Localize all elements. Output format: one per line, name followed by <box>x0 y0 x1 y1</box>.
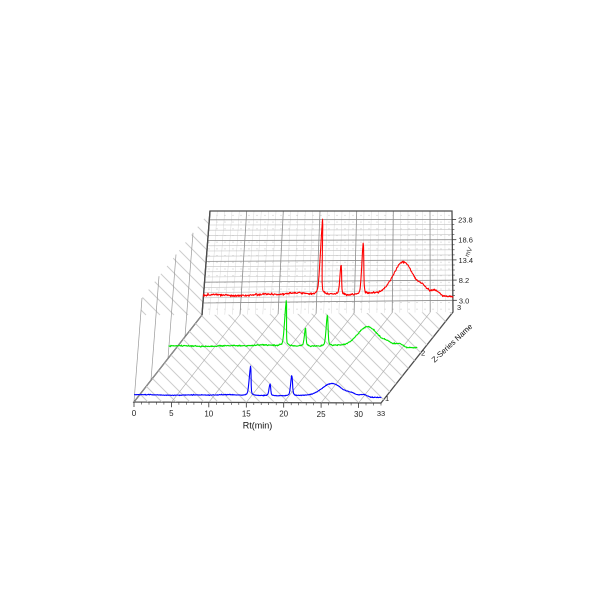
svg-text:2: 2 <box>421 349 425 358</box>
svg-text:3: 3 <box>457 303 461 312</box>
svg-text:25: 25 <box>317 410 326 419</box>
svg-text:8.2: 8.2 <box>459 276 469 285</box>
svg-text:1: 1 <box>385 394 389 403</box>
svg-text:23.8: 23.8 <box>458 216 473 225</box>
svg-text:20: 20 <box>279 410 288 419</box>
svg-text:5: 5 <box>169 409 174 418</box>
svg-text:13.4: 13.4 <box>459 256 474 265</box>
svg-text:0: 0 <box>132 409 137 418</box>
svg-text:33: 33 <box>377 409 385 418</box>
svg-text:Rt(min): Rt(min) <box>243 421 273 431</box>
svg-text:30: 30 <box>354 410 363 419</box>
svg-text:15: 15 <box>242 410 251 419</box>
svg-text:10: 10 <box>204 409 213 418</box>
svg-text:18.6: 18.6 <box>458 236 473 245</box>
